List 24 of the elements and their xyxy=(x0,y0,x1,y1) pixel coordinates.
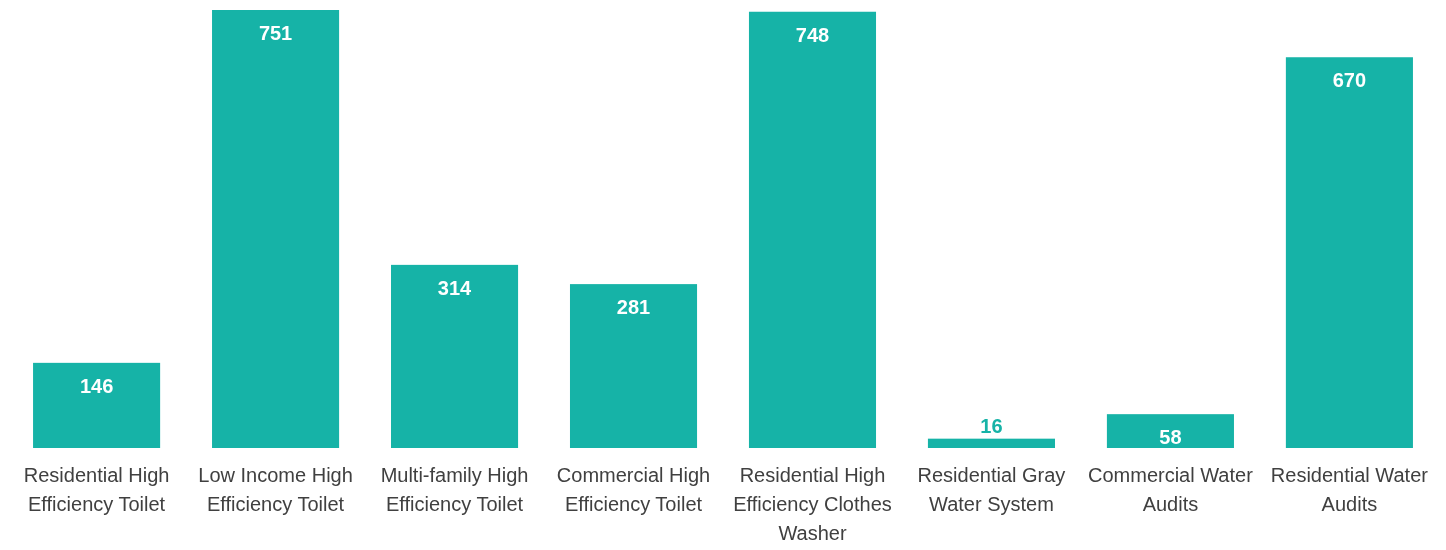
bar xyxy=(1285,57,1413,448)
data-label: 146 xyxy=(79,374,114,397)
bar xyxy=(212,10,340,448)
data-label: 670 xyxy=(1332,69,1367,92)
x-tick-label: Commercial Water Audits xyxy=(1088,464,1254,515)
x-tick-label: Low Income High Efficiency Toilet xyxy=(198,464,353,515)
data-label: 281 xyxy=(616,296,651,319)
bar xyxy=(927,438,1055,448)
bar xyxy=(391,264,519,448)
data-label: 314 xyxy=(437,276,473,299)
data-label: 748 xyxy=(795,23,830,46)
bar xyxy=(748,11,877,448)
x-tick-label: Residential High Efficiency Toilet xyxy=(23,464,170,515)
bar xyxy=(1106,414,1234,448)
data-label: 58 xyxy=(1159,426,1182,449)
x-tick-label: Residential High Efficiency Clothes Washer xyxy=(733,464,892,544)
bar xyxy=(569,284,698,448)
x-tick-label: Commercial High Efficiency Toilet xyxy=(556,464,711,515)
data-label: 751 xyxy=(258,22,293,44)
x-tick-label: Residential Gray Water System xyxy=(917,464,1066,515)
data-label: 16 xyxy=(980,414,1003,437)
bar xyxy=(33,362,161,448)
x-tick-label: Multi-family High Efficiency Toilet xyxy=(380,464,529,515)
x-tick-label: Residential Water Audits xyxy=(1270,464,1429,515)
